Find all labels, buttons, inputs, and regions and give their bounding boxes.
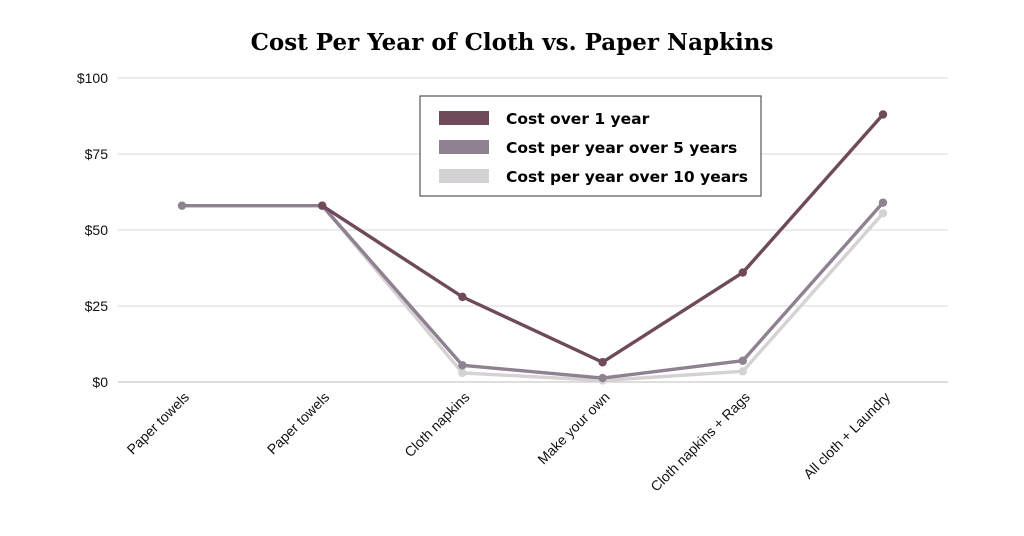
y-tick-label: $75 [85,146,109,162]
data-point [738,268,747,277]
legend-label: Cost over 1 year [506,110,650,128]
y-tick-label: $50 [85,222,109,238]
data-point [318,201,327,210]
legend-label: Cost per year over 10 years [506,168,748,186]
x-tick-label: Cloth napkins [401,389,472,460]
data-point [177,201,187,210]
data-point [738,356,747,365]
data-point [878,198,888,207]
legend-swatch [439,111,489,125]
data-point [738,367,747,376]
legend: Cost over 1 year Cost per year over 5 yea… [419,95,762,197]
x-tick-label: All cloth + Laundry [800,389,893,482]
data-point [458,368,467,378]
x-tick-label: Paper towels [124,389,193,458]
data-point [598,358,607,367]
series-lines [177,110,888,385]
x-tick-label: Paper towels [264,389,333,458]
series [318,110,888,367]
legend-swatch [439,140,489,154]
grid [118,77,948,383]
data-point [878,110,888,119]
y-tick-label: $100 [77,70,108,86]
series-line [180,200,885,380]
data-point [598,373,607,383]
x-tick-label: Make your own [534,389,612,467]
chart-title: Cost Per Year of Cloth vs. Paper Napkins [251,29,774,56]
y-axis-ticks: $0 $25 $50 $75 $100 [77,70,108,390]
legend-swatch [439,169,489,183]
data-point [458,292,467,302]
series [177,198,888,383]
y-tick-label: $25 [85,298,109,314]
data-point [878,209,888,218]
x-axis-ticks: Paper towels Paper towels Cloth napkins Mak… [124,389,894,495]
y-tick-label: $0 [92,374,108,390]
data-point [458,361,467,370]
legend-label: Cost per year over 5 years [506,139,737,157]
x-tick-label: Cloth napkins + Rags [647,389,753,495]
